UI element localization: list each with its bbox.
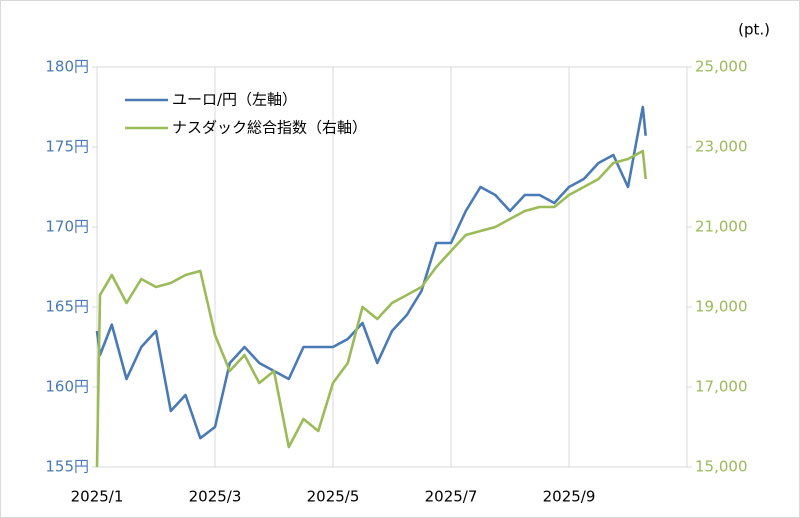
y2-unit: (pt.) [738, 21, 770, 39]
y2-tick-label: 23,000 [695, 138, 748, 156]
plot-frame [96, 66, 688, 468]
x-tick-label: 2025/7 [425, 488, 478, 506]
y-tick-label: 165円 [45, 298, 89, 316]
y-tick-label: 175円 [45, 138, 89, 156]
y2-tick-label: 17,000 [695, 378, 748, 396]
x-tick-label: 2025/9 [543, 488, 596, 506]
y2-tick-label: 21,000 [695, 218, 748, 236]
y2-tick-label: 25,000 [695, 58, 748, 76]
series-line [95, 105, 647, 440]
y-tick-label: 160円 [45, 378, 89, 396]
y-tick-label: 170円 [45, 218, 89, 236]
x-tick-label: 2025/5 [307, 488, 360, 506]
legend-label: ナスダック総合指数（右軸） [172, 119, 367, 137]
x-tick-label: 2025/1 [71, 488, 124, 506]
legend-label: ユーロ/円（左軸） [172, 91, 297, 109]
y-tick-label: 155円 [45, 458, 89, 476]
series-line [95, 149, 647, 468]
y2-tick-label: 15,000 [695, 458, 748, 476]
x-tick-label: 2025/3 [189, 488, 242, 506]
y2-tick-label: 19,000 [695, 298, 748, 316]
y-tick-label: 180円 [45, 58, 89, 76]
